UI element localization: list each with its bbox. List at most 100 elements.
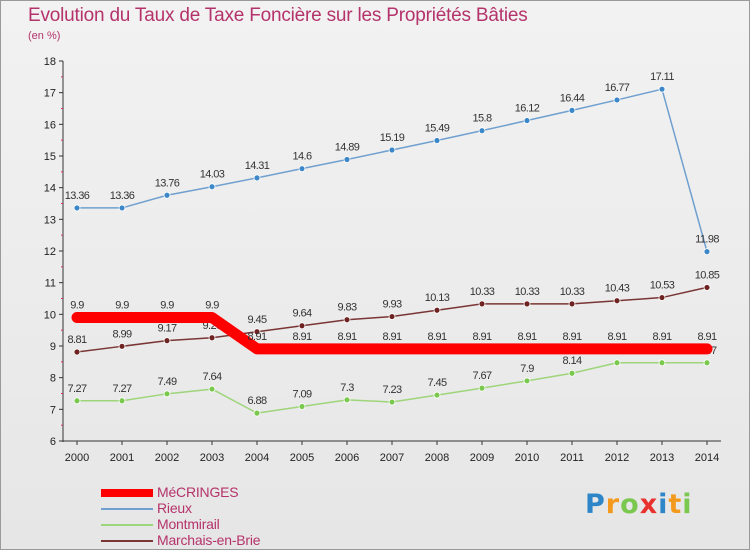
data-point-m-cringes	[72, 312, 82, 323]
data-label-m-cringes: 8.91	[382, 331, 401, 343]
data-label-rieux: 14.31	[245, 160, 270, 172]
proxiti-logo: Proxiti	[585, 489, 693, 520]
data-label-m-cringes: 8.91	[337, 331, 356, 343]
y-tick-label: 9	[50, 341, 56, 353]
data-point-montmirail	[388, 398, 396, 406]
data-label-montmirail: 7.64	[202, 371, 221, 383]
data-point-rieux	[433, 137, 441, 144]
data-point-m-cringes	[252, 343, 262, 354]
x-tick-label: 2007	[380, 452, 404, 464]
data-label-m-cringes: 8.91	[292, 331, 311, 343]
data-label-marchais-en-brie: 9.45	[247, 314, 266, 326]
y-tick-label: 16	[44, 119, 56, 131]
data-point-montmirail	[433, 391, 441, 399]
y-tick-label: 12	[44, 246, 56, 258]
data-label-marchais-en-brie: 10.33	[560, 286, 585, 298]
data-point-marchais-en-brie	[73, 348, 81, 356]
logo-letter: o	[620, 489, 640, 520]
data-point-m-cringes	[522, 343, 532, 354]
y-tick-label: 7	[50, 404, 56, 416]
data-point-rieux	[523, 117, 531, 124]
data-point-marchais-en-brie	[298, 322, 306, 330]
data-point-m-cringes	[567, 343, 577, 354]
x-tick-label: 2003	[200, 452, 224, 464]
x-tick-label: 2010	[515, 452, 539, 464]
data-label-m-cringes: 9.9	[70, 300, 84, 312]
data-label-m-cringes: 8.91	[247, 331, 266, 343]
data-point-montmirail	[298, 403, 306, 410]
data-point-montmirail	[118, 397, 126, 405]
data-label-m-cringes: 8.91	[427, 331, 446, 343]
data-point-rieux	[73, 204, 81, 212]
data-label-m-cringes: 8.91	[472, 331, 491, 343]
data-point-montmirail	[208, 385, 216, 393]
logo-letter: r	[605, 489, 621, 520]
data-label-marchais-en-brie: 10.33	[470, 286, 495, 298]
x-tick-label: 2000	[65, 452, 89, 464]
data-point-marchais-en-brie	[478, 300, 486, 308]
data-point-rieux	[613, 96, 621, 104]
data-point-montmirail	[658, 359, 666, 367]
data-label-rieux: 17.11	[650, 71, 674, 83]
data-label-rieux: 16.77	[605, 82, 630, 94]
data-label-m-cringes: 9.9	[115, 300, 129, 312]
data-point-marchais-en-brie	[163, 337, 171, 345]
data-point-m-cringes	[702, 343, 712, 354]
y-tick-label: 17	[44, 88, 56, 100]
data-label-marchais-en-brie: 9.17	[157, 323, 176, 335]
chart-title: Evolution du Taux de Taxe Foncière sur l…	[28, 5, 528, 26]
data-point-rieux	[163, 191, 171, 199]
data-point-m-cringes	[657, 343, 667, 354]
data-label-rieux: 11.98	[695, 234, 719, 246]
data-label-montmirail: 7.9	[520, 363, 534, 375]
data-point-m-cringes	[297, 343, 307, 354]
data-label-marchais-en-brie: 10.13	[425, 292, 450, 304]
data-label-marchais-en-brie: 10.43	[605, 283, 630, 295]
data-point-marchais-en-brie	[208, 334, 216, 342]
data-label-montmirail: 7.27	[112, 383, 131, 395]
logo-letter: i	[658, 489, 669, 520]
x-tick-label: 2004	[245, 452, 269, 464]
x-tick-label: 2014	[695, 452, 719, 464]
y-tick-label: 13	[44, 214, 56, 226]
data-point-m-cringes	[477, 343, 487, 354]
data-label-montmirail: 7.45	[427, 377, 446, 389]
x-tick-label: 2008	[425, 452, 449, 464]
data-label-rieux: 16.12	[515, 103, 540, 115]
logo-letter: x	[639, 489, 659, 520]
data-point-marchais-en-brie	[388, 313, 396, 320]
data-point-montmirail	[523, 377, 531, 385]
data-label-rieux: 13.76	[155, 177, 180, 189]
data-point-montmirail	[613, 359, 621, 367]
data-point-rieux	[343, 156, 351, 163]
data-point-marchais-en-brie	[343, 316, 351, 324]
data-point-marchais-en-brie	[118, 342, 126, 350]
data-point-m-cringes	[207, 312, 217, 323]
legend-label-rieux: Rieux	[157, 500, 192, 516]
data-point-rieux	[118, 204, 126, 212]
data-label-marchais-en-brie: 8.81	[67, 334, 86, 346]
y-tick-label: 15	[44, 151, 56, 163]
x-tick-label: 2013	[650, 452, 674, 464]
data-label-rieux: 16.44	[560, 92, 585, 104]
data-point-marchais-en-brie	[703, 284, 711, 291]
y-tick-label: 11	[45, 278, 56, 290]
data-label-montmirail: 7.3	[340, 382, 354, 394]
x-tick-label: 2012	[605, 452, 629, 464]
data-label-rieux: 15.49	[425, 122, 450, 134]
data-label-montmirail: 7.27	[67, 383, 86, 395]
data-label-rieux: 14.89	[335, 141, 360, 153]
data-point-marchais-en-brie	[613, 297, 621, 305]
data-point-rieux	[658, 85, 666, 93]
data-point-marchais-en-brie	[568, 300, 576, 308]
x-tick-label: 2002	[155, 452, 179, 464]
data-point-marchais-en-brie	[433, 306, 441, 314]
data-point-m-cringes	[342, 343, 352, 354]
legend-swatch-marchais	[101, 540, 153, 542]
data-point-m-cringes	[387, 343, 397, 354]
data-point-m-cringes	[612, 343, 622, 354]
logo-letter: t	[668, 489, 683, 520]
unit-label: (en %)	[28, 30, 61, 42]
data-point-montmirail	[478, 384, 486, 392]
x-tick-label: 2001	[110, 452, 134, 464]
